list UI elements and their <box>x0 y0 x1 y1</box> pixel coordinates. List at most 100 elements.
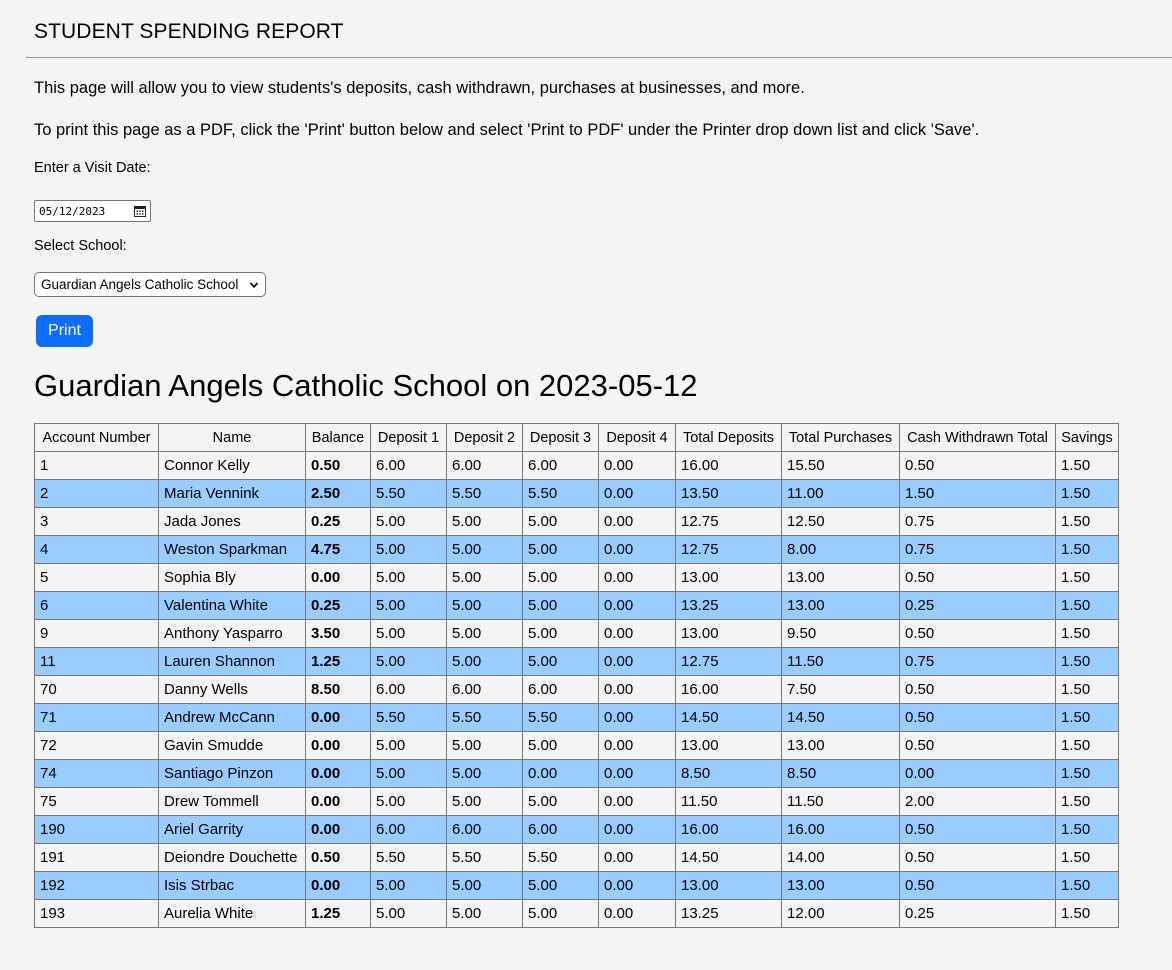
table-cell: 5.00 <box>522 619 599 648</box>
table-cell: 8.00 <box>781 535 900 564</box>
table-cell: 5.00 <box>522 731 599 760</box>
calendar-icon[interactable] <box>133 204 147 218</box>
table-cell: 5.00 <box>370 759 447 788</box>
chevron-down-icon <box>249 279 261 291</box>
table-cell: Ariel Garrity <box>158 815 306 844</box>
table-cell: 0.00 <box>598 591 676 620</box>
column-header: Deposit 4 <box>598 423 676 452</box>
table-cell: 6.00 <box>522 675 599 704</box>
table-cell: 8.50 <box>675 759 782 788</box>
table-cell: 0.00 <box>598 619 676 648</box>
table-cell: 7.50 <box>781 675 900 704</box>
table-cell: 0.50 <box>899 675 1056 704</box>
print-button[interactable]: Print <box>36 315 93 347</box>
table-cell: 16.00 <box>675 675 782 704</box>
table-cell: 16.00 <box>675 815 782 844</box>
table-cell: 1.25 <box>305 899 371 928</box>
table-cell: 1.50 <box>1055 843 1119 872</box>
table-cell: 0.00 <box>598 731 676 760</box>
table-cell: 0.75 <box>899 507 1056 536</box>
table-body: 1 Connor Kelly 0.50 6.00 6.00 6.00 0.00 16.00 15… <box>34 451 1119 928</box>
table-cell: 13.00 <box>781 591 900 620</box>
table-cell: 0.50 <box>899 871 1056 900</box>
table-cell: 5.00 <box>370 591 447 620</box>
table-cell: 5.00 <box>370 731 447 760</box>
table-cell: 0.25 <box>899 899 1056 928</box>
column-header: Account Number <box>34 423 159 452</box>
table-cell: 1.50 <box>1055 759 1119 788</box>
table-cell: 0.50 <box>899 703 1056 732</box>
table-row: 193 Aurelia White 1.25 5.00 5.00 5.00 0.00 13.2… <box>34 899 1119 928</box>
table-cell: 5.00 <box>522 871 599 900</box>
table-cell: 5.00 <box>370 535 447 564</box>
table-cell: 4 <box>34 535 159 564</box>
table-cell: 0.50 <box>305 843 371 872</box>
table-cell: Santiago Pinzon <box>158 759 306 788</box>
table-cell: 13.00 <box>781 871 900 900</box>
table-cell: 0.00 <box>598 759 676 788</box>
table-cell: 5.00 <box>522 507 599 536</box>
column-header: Total Purchases <box>781 423 900 452</box>
table-cell: Maria Vennink <box>158 479 306 508</box>
table-cell: 5.00 <box>446 507 523 536</box>
school-label: Select School: <box>34 238 127 254</box>
table-cell: 13.00 <box>675 731 782 760</box>
table-row: 191 Deiondre Douchette 0.50 5.50 5.50 5.50 0.0… <box>34 843 1119 872</box>
table-cell: 0.00 <box>305 815 371 844</box>
table-cell: 0.00 <box>899 759 1056 788</box>
table-cell: 5.50 <box>522 479 599 508</box>
table-cell: 0.00 <box>598 451 676 480</box>
table-cell: 5.00 <box>446 731 523 760</box>
table-cell: Connor Kelly <box>158 451 306 480</box>
table-cell: 72 <box>34 731 159 760</box>
table-cell: 5.50 <box>370 703 447 732</box>
table-cell: 11.50 <box>781 787 900 816</box>
column-header: Balance <box>305 423 371 452</box>
table-cell: 5.00 <box>446 787 523 816</box>
table-cell: Valentina White <box>158 591 306 620</box>
table-cell: 5.50 <box>446 843 523 872</box>
table-row: 75 Drew Tommell 0.00 5.00 5.00 5.00 0.00 11.50 1… <box>34 787 1119 816</box>
table-cell: 8.50 <box>305 675 371 704</box>
table-cell: 5.00 <box>522 787 599 816</box>
school-select[interactable]: Guardian Angels Catholic School <box>34 272 266 297</box>
table-cell: 0.00 <box>305 563 371 592</box>
table-cell: 13.00 <box>675 563 782 592</box>
table-cell: 1.50 <box>1055 479 1119 508</box>
table-cell: 1.50 <box>1055 703 1119 732</box>
table-cell: 0.75 <box>899 647 1056 676</box>
table-cell: 5.00 <box>446 591 523 620</box>
visit-date-value: 05/12/2023 <box>39 204 106 218</box>
table-cell: 13.00 <box>675 619 782 648</box>
table-cell: 1.50 <box>1055 619 1119 648</box>
table-row: 2 Maria Vennink 2.50 5.50 5.50 5.50 0.00 13.50 1… <box>34 479 1119 508</box>
table-cell: 5.50 <box>446 479 523 508</box>
table-cell: 0.25 <box>305 591 371 620</box>
table-row: 9 Anthony Yasparro 3.50 5.00 5.00 5.00 0.00 13.… <box>34 619 1119 648</box>
column-header: Cash Withdrawn Total <box>899 423 1056 452</box>
table-cell: 1.50 <box>1055 675 1119 704</box>
table-cell: 5.00 <box>446 535 523 564</box>
table-cell: 9.50 <box>781 619 900 648</box>
table-cell: 5.00 <box>522 899 599 928</box>
table-row: 11 Lauren Shannon 1.25 5.00 5.00 5.00 0.00 12.7… <box>34 647 1119 676</box>
table-cell: 0.00 <box>598 647 676 676</box>
table-cell: 1.25 <box>305 647 371 676</box>
table-cell: 70 <box>34 675 159 704</box>
table-cell: 0.00 <box>305 871 371 900</box>
table-cell: 5.00 <box>370 787 447 816</box>
table-cell: Lauren Shannon <box>158 647 306 676</box>
table-cell: 14.50 <box>675 703 782 732</box>
table-row: 71 Andrew McCann 0.00 5.50 5.50 5.50 0.00 14.50… <box>34 703 1119 732</box>
table-row: 1 Connor Kelly 0.50 6.00 6.00 6.00 0.00 16.00 15… <box>34 451 1119 480</box>
table-cell: 6.00 <box>446 451 523 480</box>
table-cell: Gavin Smudde <box>158 731 306 760</box>
table-cell: 5.00 <box>446 563 523 592</box>
table-cell: 5.00 <box>370 507 447 536</box>
table-cell: 3.50 <box>305 619 371 648</box>
visit-date-input[interactable]: 05/12/2023 <box>34 200 151 222</box>
title-divider <box>26 57 1172 58</box>
table-cell: 0.75 <box>899 535 1056 564</box>
table-cell: Deiondre Douchette <box>158 843 306 872</box>
table-cell: 192 <box>34 871 159 900</box>
